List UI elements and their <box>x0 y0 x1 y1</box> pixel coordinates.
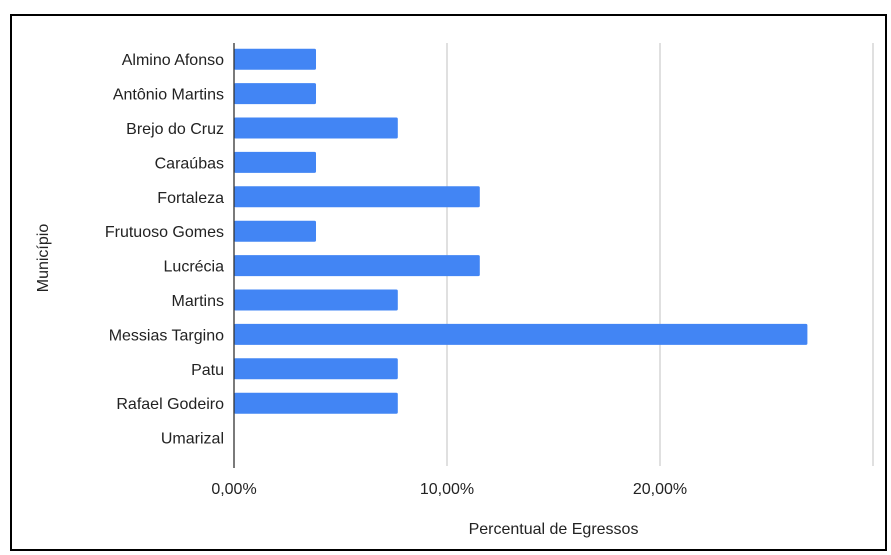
category-label-3: Caraúbas <box>155 155 224 172</box>
bar-2 <box>234 117 398 139</box>
bar-7 <box>234 289 398 311</box>
category-label-11: Umarizal <box>161 431 224 448</box>
x-tick-label-2: 20,00% <box>633 481 687 498</box>
bars <box>234 48 808 414</box>
bar-3 <box>234 151 317 173</box>
bar-0 <box>234 48 317 70</box>
chart-frame: Almino Afonso Antônio Martins Brejo do Cru… <box>10 14 887 551</box>
category-label-8: Messias Targino <box>109 327 224 344</box>
x-tick-labels: 0,00% 10,00% 20,00% <box>211 481 687 498</box>
category-label-4: Fortaleza <box>157 190 224 207</box>
category-label-0: Almino Afonso <box>122 52 224 69</box>
bar-5 <box>234 220 317 242</box>
category-label-9: Patu <box>191 362 224 379</box>
bar-10 <box>234 392 398 414</box>
grid-lines <box>446 43 874 466</box>
category-label-6: Lucrécia <box>164 259 225 276</box>
category-label-10: Rafael Godeiro <box>116 396 224 413</box>
category-label-5: Frutuoso Gomes <box>105 224 224 241</box>
x-axis-title: Percentual de Egressos <box>469 521 639 538</box>
x-tick-label-1: 10,00% <box>420 481 474 498</box>
category-label-7: Martins <box>172 293 224 310</box>
bar-6 <box>234 255 480 277</box>
bar-1 <box>234 83 317 105</box>
category-label-1: Antônio Martins <box>113 87 224 104</box>
y-axis-title: Município <box>35 224 52 293</box>
bar-chart: Almino Afonso Antônio Martins Brejo do Cru… <box>35 43 874 538</box>
bar-4 <box>234 186 480 208</box>
bar-8 <box>234 323 808 345</box>
x-tick-label-0: 0,00% <box>211 481 256 498</box>
bar-9 <box>234 358 398 380</box>
category-labels: Almino Afonso Antônio Martins Brejo do Cru… <box>105 52 224 447</box>
category-label-2: Brejo do Cruz <box>126 121 224 138</box>
